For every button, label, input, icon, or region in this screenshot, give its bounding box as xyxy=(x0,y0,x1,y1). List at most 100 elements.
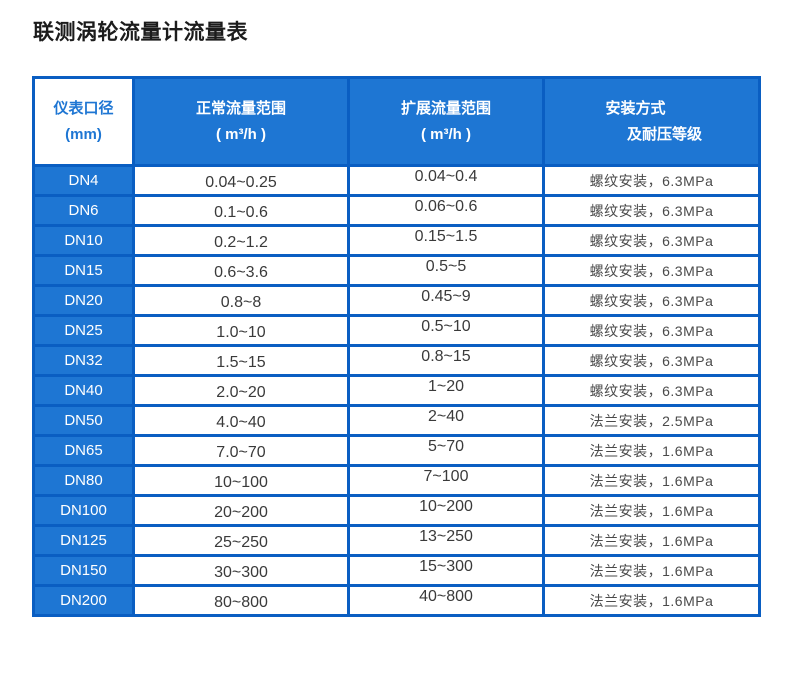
normal-range-value: 0.8~8 xyxy=(220,293,262,311)
normal-range-cell: 1.0~10 xyxy=(132,314,350,347)
table-row: DN4 0.04~0.25 0.04~0.4 螺纹安装，6.3MPa xyxy=(32,164,761,197)
normal-range-cell: 1.5~15 xyxy=(132,344,350,377)
table-row: DN200 80~800 40~800 法兰安装，1.6MPa xyxy=(32,584,761,617)
extended-range-value: 5~70 xyxy=(427,437,465,455)
normal-range-value: 4.0~40 xyxy=(216,413,266,431)
header-extended-range-label: 扩展流量范围 xyxy=(400,99,491,117)
extended-range-cell: 0.06~0.6 xyxy=(347,194,545,227)
installation-cell: 螺纹安装，6.3MPa xyxy=(542,254,761,287)
diameter-cell: DN4 xyxy=(32,164,135,197)
diameter-cell: DN40 xyxy=(32,374,135,407)
normal-range-cell: 25~250 xyxy=(132,524,350,557)
header-diameter-label: 仪表口径 xyxy=(53,99,114,117)
extended-range-value: 2~40 xyxy=(427,407,465,425)
table-row: DN125 25~250 13~250 法兰安装，1.6MPa xyxy=(32,524,761,557)
diameter-cell: DN15 xyxy=(32,254,135,287)
extended-range-value: 0.06~0.6 xyxy=(414,197,478,215)
normal-range-value: 0.6~3.6 xyxy=(214,263,268,281)
installation-cell: 螺纹安装，6.3MPa xyxy=(542,194,761,227)
diameter-cell: DN100 xyxy=(32,494,135,527)
extended-range-cell: 0.15~1.5 xyxy=(347,224,545,257)
table-row: DN32 1.5~15 0.8~15 螺纹安装，6.3MPa xyxy=(32,344,761,377)
table-row: DN50 4.0~40 2~40 法兰安装，2.5MPa xyxy=(32,404,761,437)
extended-range-cell: 0.04~0.4 xyxy=(347,164,545,197)
normal-range-value: 1.5~15 xyxy=(216,353,266,371)
installation-cell: 法兰安装，1.6MPa xyxy=(542,524,761,557)
normal-range-value: 30~300 xyxy=(214,563,268,581)
extended-range-value: 15~300 xyxy=(419,557,473,575)
extended-range-value: 7~100 xyxy=(423,467,469,485)
normal-range-cell: 4.0~40 xyxy=(132,404,350,437)
installation-cell: 螺纹安装，6.3MPa xyxy=(542,224,761,257)
normal-range-cell: 10~100 xyxy=(132,464,350,497)
diameter-cell: DN150 xyxy=(32,554,135,587)
extended-range-value: 0.5~10 xyxy=(421,317,471,335)
extended-range-cell: 2~40 xyxy=(347,404,545,437)
table-row: DN40 2.0~20 1~20 螺纹安装，6.3MPa xyxy=(32,374,761,407)
normal-range-value: 20~200 xyxy=(214,503,268,521)
extended-range-value: 10~200 xyxy=(419,497,473,515)
header-diameter-unit: (mm) xyxy=(65,125,102,143)
diameter-cell: DN125 xyxy=(32,524,135,557)
extended-range-cell: 0.5~5 xyxy=(347,254,545,287)
extended-range-value: 13~250 xyxy=(419,527,473,545)
installation-cell: 螺纹安装，6.3MPa xyxy=(542,344,761,377)
table-row: DN20 0.8~8 0.45~9 螺纹安装，6.3MPa xyxy=(32,284,761,317)
table-row: DN15 0.6~3.6 0.5~5 螺纹安装，6.3MPa xyxy=(32,254,761,287)
extended-range-value: 0.15~1.5 xyxy=(414,227,478,245)
extended-range-cell: 7~100 xyxy=(347,464,545,497)
header-extended-range-unit: ( m³/h ) xyxy=(421,125,471,143)
normal-range-cell: 30~300 xyxy=(132,554,350,587)
normal-range-value: 0.2~1.2 xyxy=(214,233,268,251)
extended-range-cell: 15~300 xyxy=(347,554,545,587)
table-row: DN65 7.0~70 5~70 法兰安装，1.6MPa xyxy=(32,434,761,467)
normal-range-cell: 0.8~8 xyxy=(132,284,350,317)
extended-range-cell: 1~20 xyxy=(347,374,545,407)
table-row: DN6 0.1~0.6 0.06~0.6 螺纹安装，6.3MPa xyxy=(32,194,761,227)
header-installation-pressure-label: 及耐压等级 xyxy=(626,125,702,143)
table-row: DN10 0.2~1.2 0.15~1.5 螺纹安装，6.3MPa xyxy=(32,224,761,257)
installation-cell: 螺纹安装，6.3MPa xyxy=(542,374,761,407)
normal-range-cell: 80~800 xyxy=(132,584,350,617)
header-normal-range-label: 正常流量范围 xyxy=(195,99,286,117)
normal-range-value: 0.1~0.6 xyxy=(214,203,268,221)
normal-range-cell: 20~200 xyxy=(132,494,350,527)
normal-range-cell: 0.04~0.25 xyxy=(132,164,350,197)
normal-range-cell: 7.0~70 xyxy=(132,434,350,467)
installation-cell: 法兰安装，1.6MPa xyxy=(542,434,761,467)
normal-range-value: 7.0~70 xyxy=(216,443,266,461)
diameter-cell: DN6 xyxy=(32,194,135,227)
normal-range-cell: 2.0~20 xyxy=(132,374,350,407)
normal-range-value: 10~100 xyxy=(214,473,268,491)
extended-range-cell: 0.8~15 xyxy=(347,344,545,377)
extended-range-value: 40~800 xyxy=(419,587,473,605)
extended-range-value: 0.8~15 xyxy=(421,347,471,365)
extended-range-value: 0.45~9 xyxy=(421,287,471,305)
installation-cell: 法兰安装，1.6MPa xyxy=(542,464,761,497)
installation-cell: 法兰安装，1.6MPa xyxy=(542,554,761,587)
table-row: DN100 20~200 10~200 法兰安装，1.6MPa xyxy=(32,494,761,527)
installation-cell: 法兰安装，1.6MPa xyxy=(542,494,761,527)
diameter-cell: DN32 xyxy=(32,344,135,377)
normal-range-value: 25~250 xyxy=(214,533,268,551)
extended-range-cell: 10~200 xyxy=(347,494,545,527)
header-normal-range-unit: ( m³/h ) xyxy=(216,125,266,143)
header-installation-label: 安装方式 xyxy=(605,99,666,117)
header-normal-range: 正常流量范围 ( m³/h ) xyxy=(132,76,350,167)
extended-range-cell: 13~250 xyxy=(347,524,545,557)
table-row: DN80 10~100 7~100 法兰安装，1.6MPa xyxy=(32,464,761,497)
installation-cell: 法兰安装，1.6MPa xyxy=(542,584,761,617)
flow-rate-table: 仪表口径 (mm) 正常流量范围 ( m³/h ) 扩展流量范围 ( m³/h … xyxy=(32,76,761,617)
diameter-cell: DN65 xyxy=(32,434,135,467)
installation-cell: 螺纹安装，6.3MPa xyxy=(542,164,761,197)
installation-cell: 法兰安装，2.5MPa xyxy=(542,404,761,437)
diameter-cell: DN200 xyxy=(32,584,135,617)
installation-cell: 螺纹安装，6.3MPa xyxy=(542,284,761,317)
table-row: DN25 1.0~10 0.5~10 螺纹安装，6.3MPa xyxy=(32,314,761,347)
diameter-cell: DN50 xyxy=(32,404,135,437)
diameter-cell: DN80 xyxy=(32,464,135,497)
normal-range-value: 0.04~0.25 xyxy=(205,173,277,191)
extended-range-value: 1~20 xyxy=(427,377,465,395)
header-row: 仪表口径 (mm) 正常流量范围 ( m³/h ) 扩展流量范围 ( m³/h … xyxy=(32,76,761,167)
extended-range-cell: 5~70 xyxy=(347,434,545,467)
